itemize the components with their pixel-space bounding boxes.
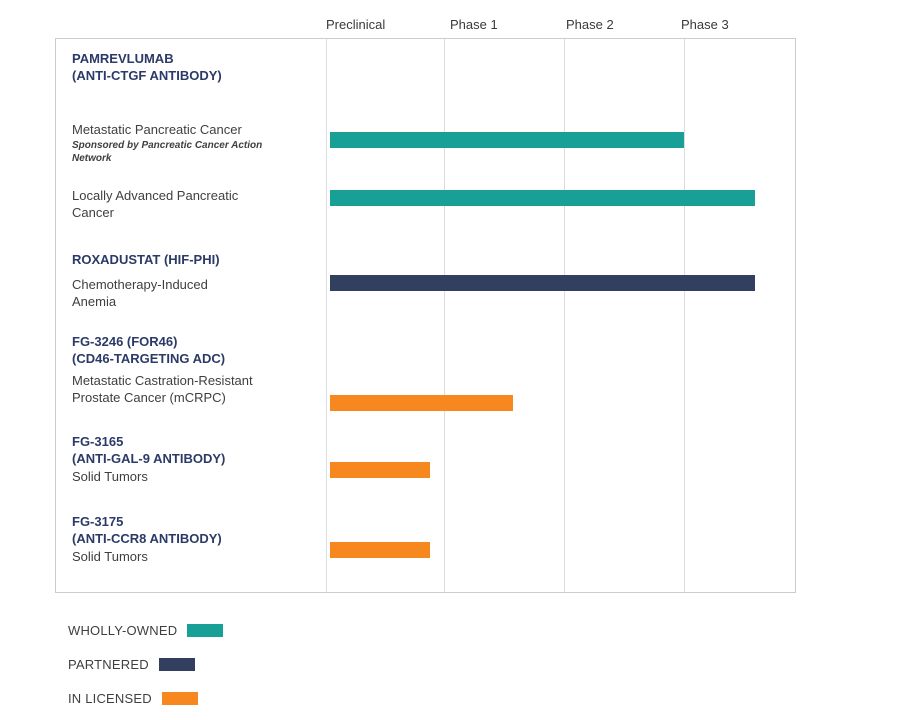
legend-item-wholly-owned: WHOLLY-OWNED <box>68 623 224 638</box>
gridline-phase-2-start <box>564 39 565 592</box>
column-header-phase-1: Phase 1 <box>450 17 498 32</box>
legend-item-partnered: PARTNERED <box>68 657 195 672</box>
bar-locally-advanced-pancreatic-cancer <box>330 190 755 206</box>
bar-chemotherapy-induced-anemia <box>330 275 755 291</box>
legend-swatch-in-licensed-icon <box>161 692 198 705</box>
program-heading-fg-3165: FG-3165 (ANTI-GAL-9 ANTIBODY) <box>72 434 226 466</box>
program-heading-fg-3175: FG-3175 (ANTI-CCR8 ANTIBODY) <box>72 514 222 546</box>
bar-solid-tumors-fg-3165 <box>330 462 430 478</box>
column-header-preclinical: Preclinical <box>326 17 386 32</box>
bar-metastatic-pancreatic-cancer <box>330 132 684 148</box>
legend-label-in-licensed: IN LICENSED <box>68 691 152 706</box>
program-heading-fg-3246: FG-3246 (FOR46) (CD46-TARGETING ADC) <box>72 334 226 366</box>
column-header-phase-2: Phase 2 <box>566 17 614 32</box>
legend-label-wholly-owned: WHOLLY-OWNED <box>68 623 178 638</box>
indication-label-mcrpc: Metastatic Castration-Resistant Prostate… <box>72 373 253 405</box>
bar-solid-tumors-fg-3175 <box>330 542 430 558</box>
program-heading-roxadustat: ROXADUSTAT (HIF-PHI) <box>72 252 220 267</box>
sponsor-note: Sponsored by Pancreatic Cancer Action Ne… <box>72 140 263 164</box>
legend-item-in-licensed: IN LICENSED <box>68 691 198 706</box>
indication-label-locally-advanced-pancreatic-cancer: Locally Advanced Pancreatic Cancer <box>72 188 239 220</box>
indication-label-metastatic-pancreatic-cancer: Metastatic Pancreatic Cancer <box>72 122 242 137</box>
program-heading-pamrevlumab: PAMREVLUMAB (ANTI-CTGF ANTIBODY) <box>72 51 222 83</box>
chart-frame <box>55 38 796 593</box>
gridline-preclinical-start <box>326 39 327 592</box>
bar-mcrpc <box>330 395 513 411</box>
gridline-phase-1-start <box>444 39 445 592</box>
legend-label-partnered: PARTNERED <box>68 657 149 672</box>
indication-label-solid-tumors-fg-3165: Solid Tumors <box>72 469 148 484</box>
legend-swatch-wholly-owned-icon <box>187 624 224 637</box>
column-header-phase-3: Phase 3 <box>681 17 729 32</box>
indication-label-solid-tumors-fg-3175: Solid Tumors <box>72 549 148 564</box>
legend-swatch-partnered-icon <box>158 658 195 671</box>
gridline-phase-3-start <box>684 39 685 592</box>
indication-label-chemotherapy-induced-anemia: Chemotherapy-Induced Anemia <box>72 277 208 309</box>
